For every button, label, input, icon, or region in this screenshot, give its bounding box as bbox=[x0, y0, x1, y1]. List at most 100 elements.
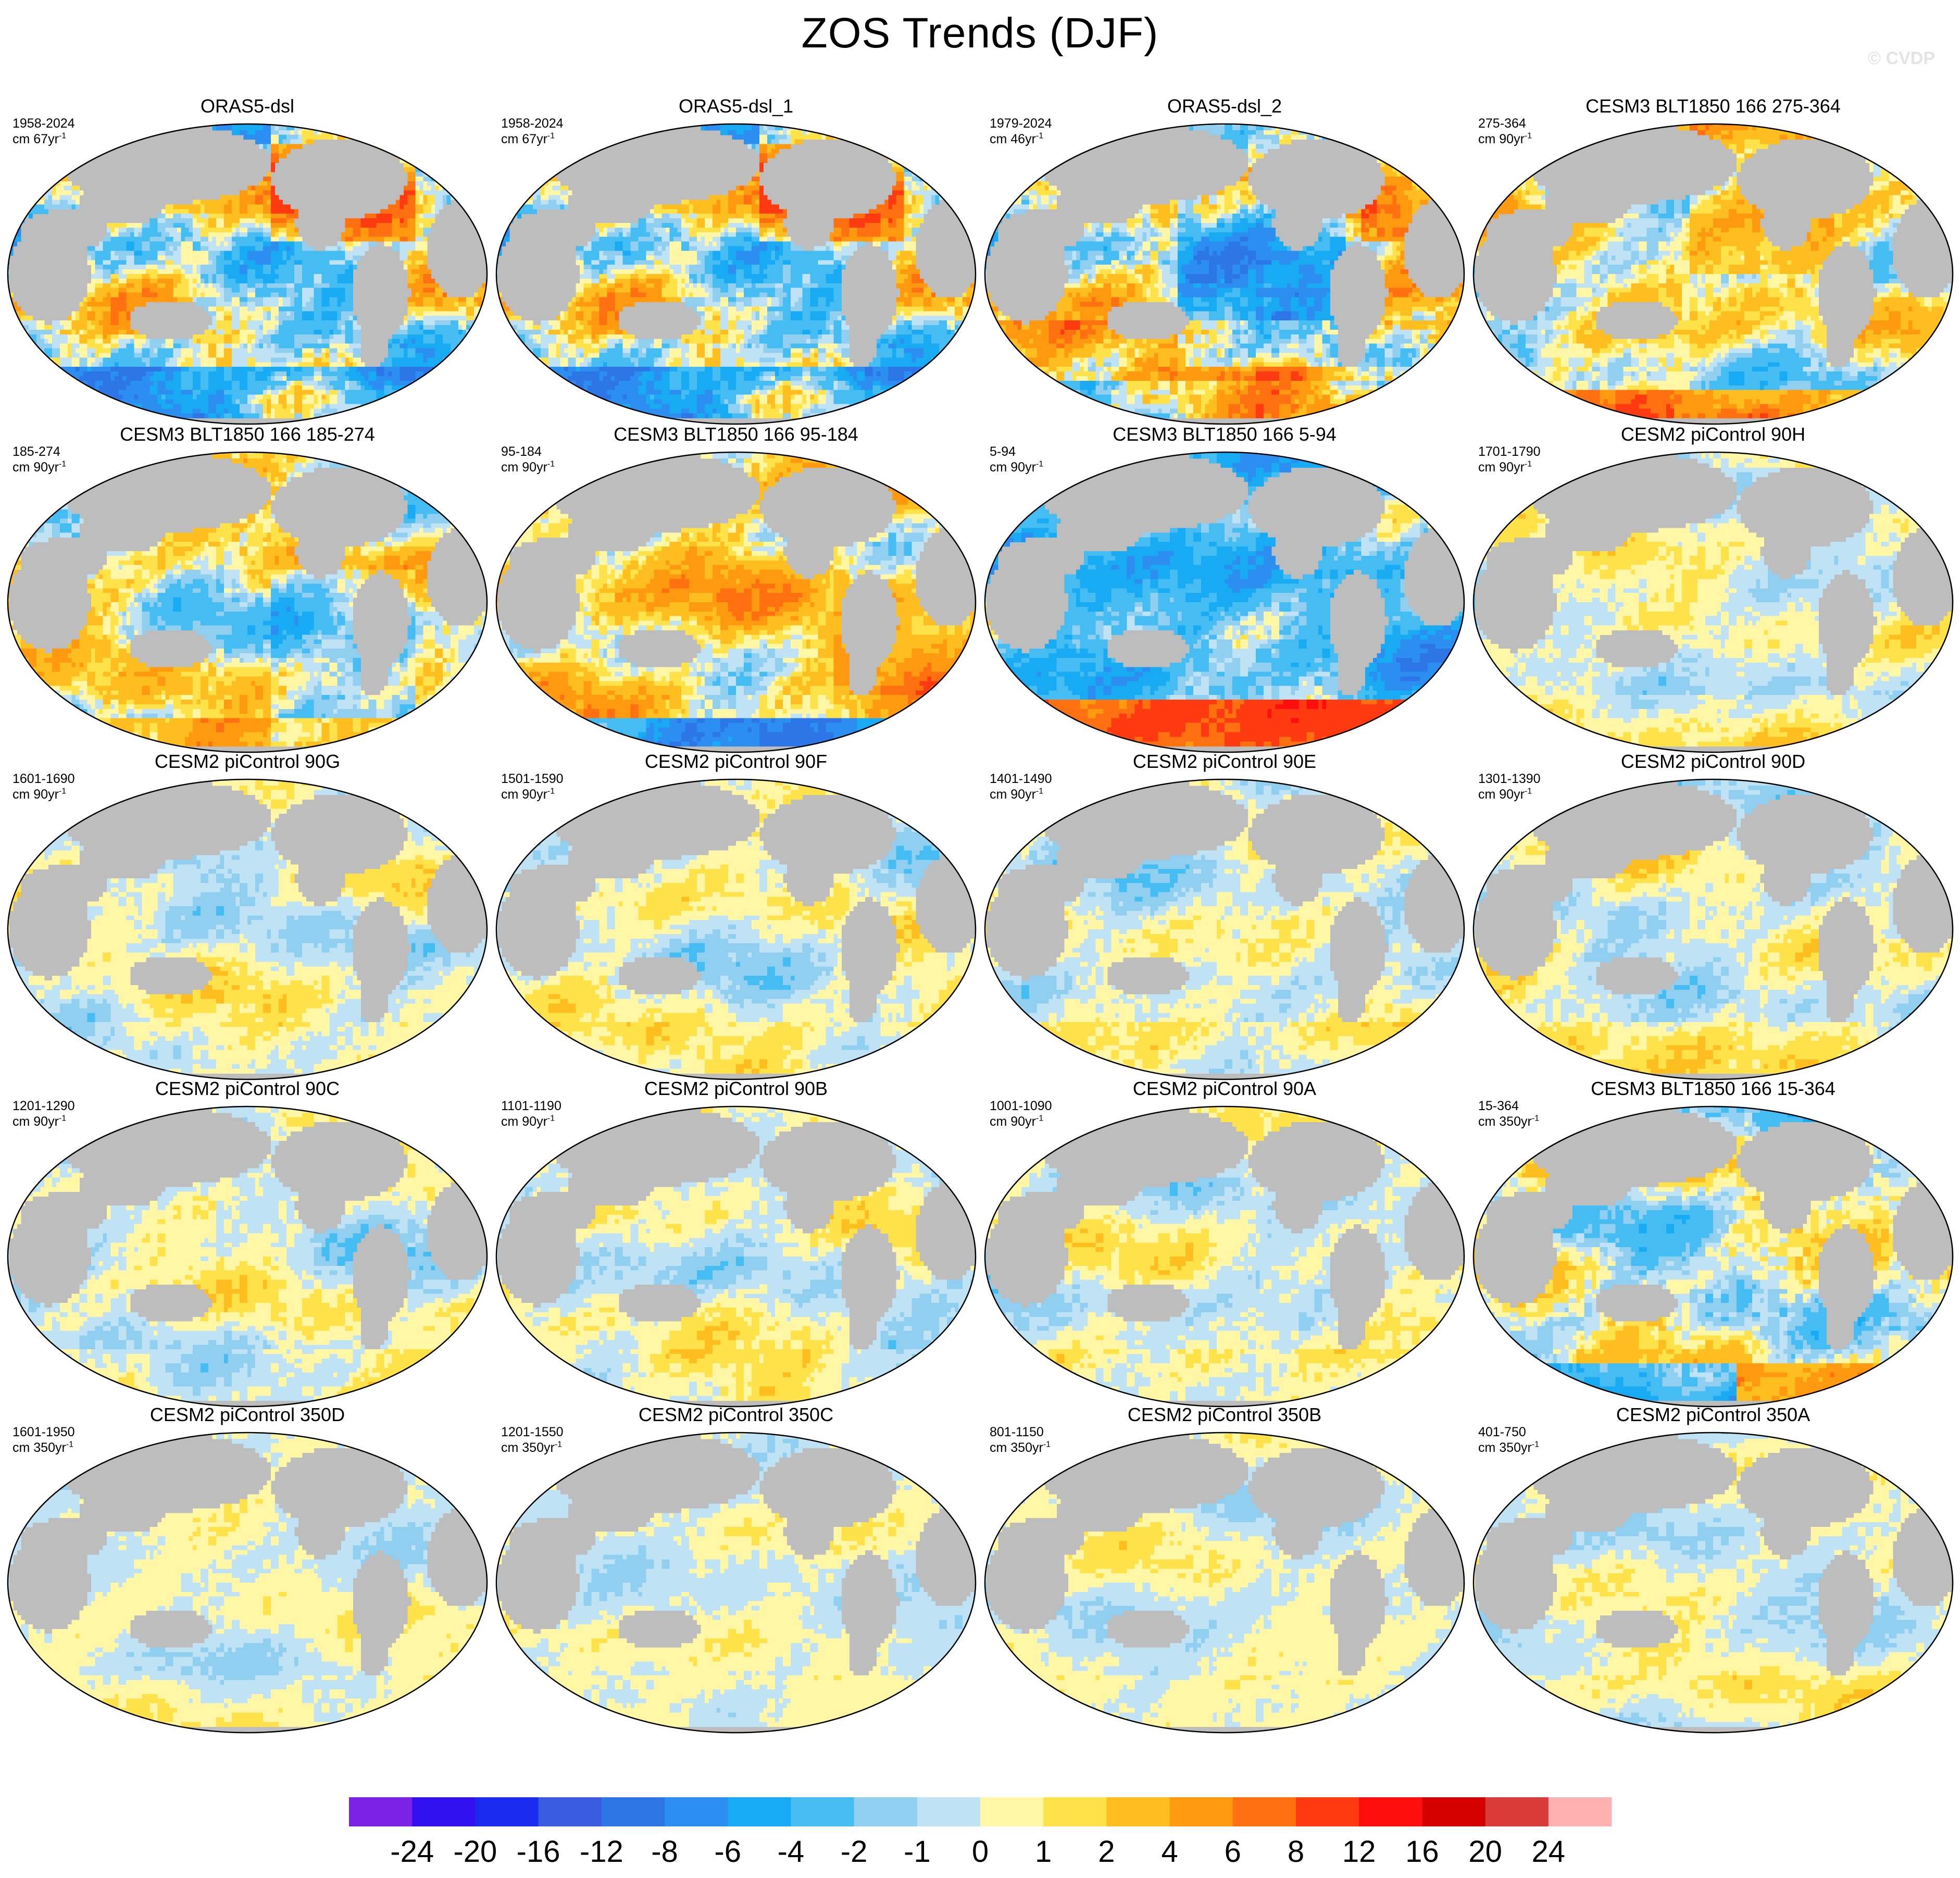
field-cell bbox=[119, 260, 123, 265]
field-cell bbox=[474, 144, 478, 150]
field-cell bbox=[232, 288, 236, 293]
field-cell bbox=[369, 228, 373, 233]
field-cell bbox=[52, 367, 56, 372]
field-cell bbox=[291, 385, 295, 391]
field-cell bbox=[36, 390, 41, 395]
field-cell bbox=[286, 260, 291, 265]
field-cell bbox=[400, 349, 404, 354]
field-cell bbox=[427, 200, 431, 205]
field-cell bbox=[310, 371, 314, 377]
field-cell bbox=[224, 293, 228, 298]
field-cell bbox=[345, 376, 349, 381]
field-cell bbox=[189, 339, 193, 344]
field-cell bbox=[166, 204, 170, 209]
field-cell bbox=[76, 325, 80, 330]
field-cell bbox=[244, 395, 248, 400]
field-cell bbox=[279, 135, 283, 140]
field-cell bbox=[154, 260, 158, 265]
field-cell bbox=[466, 153, 470, 158]
field-cell bbox=[255, 316, 259, 321]
field-cell bbox=[427, 214, 431, 219]
field-cell bbox=[400, 218, 404, 223]
field-cell bbox=[322, 302, 326, 307]
field-cell bbox=[263, 288, 267, 293]
field-cell bbox=[56, 349, 60, 354]
field-cell bbox=[361, 237, 365, 242]
field-cell bbox=[64, 357, 68, 363]
field-cell bbox=[298, 269, 303, 275]
field-cell bbox=[134, 362, 139, 367]
field-cell bbox=[36, 376, 41, 381]
field-cell bbox=[396, 395, 400, 400]
field-cell bbox=[478, 381, 482, 386]
field-cell bbox=[263, 140, 267, 145]
field-cell bbox=[247, 218, 252, 223]
field-cell bbox=[52, 177, 56, 182]
field-cell bbox=[372, 214, 377, 219]
field-cell bbox=[326, 246, 330, 252]
field-cell bbox=[146, 376, 150, 381]
field-cell bbox=[169, 367, 173, 372]
field-cell bbox=[173, 400, 178, 405]
field-cell bbox=[181, 357, 185, 363]
field-cell bbox=[185, 232, 189, 238]
field-cell bbox=[458, 302, 463, 307]
field-cell bbox=[166, 251, 170, 256]
field-cell bbox=[314, 339, 318, 344]
field-cell bbox=[5, 353, 9, 358]
field-cell bbox=[353, 357, 357, 363]
field-cell bbox=[189, 362, 193, 367]
field-cell bbox=[349, 237, 353, 242]
field-cell bbox=[154, 218, 158, 223]
field-cell bbox=[9, 195, 14, 201]
field-cell bbox=[470, 316, 475, 321]
field-cell bbox=[463, 163, 467, 168]
field-cell bbox=[267, 223, 271, 228]
field-cell bbox=[447, 371, 451, 377]
field-cell bbox=[455, 148, 459, 154]
field-cell bbox=[400, 381, 404, 386]
field-cell bbox=[306, 283, 310, 289]
field-cell bbox=[236, 316, 240, 321]
field-cell bbox=[310, 376, 314, 381]
field-cell bbox=[388, 400, 392, 405]
field-cell bbox=[99, 260, 103, 265]
field-cell bbox=[52, 334, 56, 340]
field-cell bbox=[64, 390, 68, 395]
field-cell bbox=[247, 376, 252, 381]
field-cell bbox=[150, 371, 154, 377]
field-cell bbox=[115, 320, 119, 326]
field-cell bbox=[103, 344, 107, 349]
field-cell bbox=[372, 395, 377, 400]
field-cell bbox=[181, 390, 185, 395]
field-cell bbox=[275, 246, 279, 252]
field-cell bbox=[314, 269, 318, 275]
field-cell bbox=[216, 214, 220, 219]
field-cell bbox=[451, 357, 455, 363]
field-cell bbox=[388, 344, 392, 349]
field-cell bbox=[263, 228, 267, 233]
field-cell bbox=[306, 357, 310, 363]
field-cell bbox=[396, 367, 400, 372]
field-cell bbox=[56, 172, 60, 177]
field-cell bbox=[111, 260, 115, 265]
field-cell bbox=[216, 209, 220, 214]
field-cell bbox=[166, 400, 170, 405]
field-cell bbox=[154, 242, 158, 247]
field-cell bbox=[36, 330, 41, 335]
field-cell bbox=[427, 353, 431, 358]
field-cell bbox=[224, 362, 228, 367]
field-cell bbox=[447, 330, 451, 335]
field-cell bbox=[443, 195, 447, 201]
field-cell bbox=[138, 390, 142, 395]
field-cell bbox=[213, 223, 217, 228]
field-cell bbox=[291, 334, 295, 340]
field-cell bbox=[189, 283, 193, 289]
field-cell bbox=[380, 376, 384, 381]
field-cell bbox=[419, 353, 423, 358]
field-cell bbox=[283, 223, 287, 228]
field-cell bbox=[56, 395, 60, 400]
field-cell bbox=[166, 357, 170, 363]
field-cell bbox=[486, 140, 490, 145]
field-cell bbox=[216, 311, 220, 316]
